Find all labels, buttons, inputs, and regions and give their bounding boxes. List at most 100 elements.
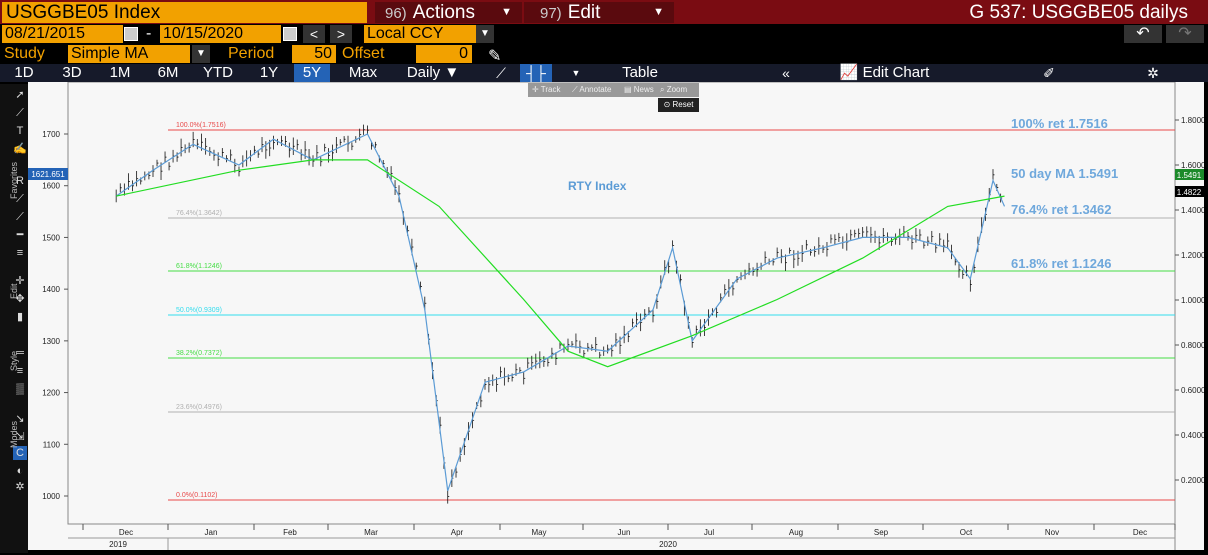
next-range-button[interactable]: > — [330, 25, 352, 43]
collapse-icon[interactable]: « — [782, 65, 790, 81]
prev-range-button[interactable]: < — [303, 25, 325, 43]
ma-value-badge: 1.5491 — [1177, 171, 1202, 180]
chevron-down-icon[interactable]: ▼ — [476, 25, 494, 43]
y-left-tick-label: 1300 — [42, 337, 60, 346]
period-label: Period — [228, 45, 275, 62]
width-icon[interactable]: ≡ — [16, 365, 24, 377]
x-tick-label: Mar — [364, 528, 378, 537]
undo-icon[interactable]: ↶ — [1124, 25, 1162, 43]
current-value-badge: 1621.651 — [31, 170, 65, 179]
split-icon[interactable]: ⇲ — [15, 431, 25, 443]
actions-menu[interactable]: 96) Actions ▼ — [375, 2, 522, 23]
chevron-down-icon[interactable]: ▼ — [192, 45, 210, 63]
x-tick-label: Dec — [1133, 528, 1147, 537]
y-right-tick-label: 0.8000 — [1181, 341, 1204, 350]
x-tick-label: Aug — [789, 528, 803, 537]
period-button-max[interactable]: Max — [348, 64, 378, 81]
frequency-label: Daily — [406, 64, 441, 81]
fib-level-label: 50.0%(0.9309) — [176, 307, 222, 314]
edit-menu[interactable]: 97) Edit ▼ — [524, 2, 674, 23]
retracement-icon[interactable]: R — [16, 175, 24, 187]
end-date-field[interactable]: 10/15/2020 — [160, 25, 281, 43]
period-button-3d[interactable]: 3D — [62, 64, 82, 81]
x-tick-label: Dec — [119, 528, 133, 537]
y-right-tick-label: 1.2000 — [1181, 251, 1204, 260]
period-button-6m[interactable]: 6M — [157, 64, 179, 81]
table-button[interactable]: Table — [622, 64, 658, 81]
period-button-1d[interactable]: 1D — [14, 64, 34, 81]
y-right-tick-label: 0.4000 — [1181, 431, 1204, 440]
fib-level-label: 0.0%(0.1102) — [176, 492, 218, 499]
pointer-icon[interactable]: ↘ — [15, 413, 25, 425]
line-chart-icon[interactable]: ⟋ — [496, 65, 506, 81]
settings-icon[interactable]: ✲ — [15, 481, 25, 493]
x-tick-label: Jun — [618, 528, 631, 537]
period-toolbar: 📈 Edit Chart Table « Daily ▼ ⟋ ┤├ ▼ ✐ ✲ … — [0, 64, 1208, 82]
y-left-tick-label: 1200 — [42, 389, 60, 398]
draw-icon[interactable]: ✐ — [1043, 65, 1055, 81]
text-tool-icon[interactable]: T — [16, 125, 24, 137]
brush-icon[interactable]: ⟋ — [16, 193, 24, 205]
y-right-tick-label: 1.4000 — [1181, 206, 1204, 215]
reset-button[interactable]: ⊙ Reset — [658, 98, 699, 112]
chart-icon: 📈 — [839, 64, 859, 81]
start-date-field[interactable]: 08/21/2015 — [2, 25, 123, 43]
price-value-badge-bg — [1175, 186, 1204, 197]
move-icon[interactable]: ✥ — [15, 293, 25, 305]
cursor-icon[interactable]: ➚ — [15, 89, 25, 101]
bar-chart-icon[interactable]: ┤├ — [520, 64, 552, 82]
offset-field[interactable]: 0 — [416, 45, 472, 63]
y-right-tick-label: 0.2000 — [1181, 476, 1204, 485]
style-label: Style — [9, 350, 19, 371]
study-type-select[interactable]: Simple MA — [68, 45, 190, 63]
frequency-select[interactable]: Daily ▼ — [395, 64, 471, 82]
title-bar: USGGBE05 Index 96) Actions ▼ 97) Edit ▼ G 53… — [0, 0, 1208, 24]
line-tool-icon[interactable]: ⟋ — [16, 107, 24, 119]
fib-level-label: 23.6%(0.4976) — [176, 404, 222, 411]
x-tick-label: May — [531, 528, 546, 537]
cross-icon[interactable]: ✛ — [15, 275, 25, 287]
period-button-5y[interactable]: 5Y — [294, 64, 330, 82]
line-style-icon[interactable]: ═ — [16, 347, 24, 359]
x-tick-label: Oct — [960, 528, 973, 537]
pen-icon[interactable]: ⟋ — [16, 211, 24, 223]
edit-chart-label: Edit Chart — [862, 64, 930, 81]
chevron-down-icon[interactable]: ▼ — [571, 68, 581, 78]
ma-value-badge-bg — [1175, 169, 1204, 180]
currency-select[interactable]: Local CCY — [364, 25, 476, 43]
y-left-tick-label: 1100 — [43, 440, 61, 449]
edit-chart-button[interactable]: 📈 Edit Chart — [798, 64, 971, 82]
y-right-tick-label: 0.6000 — [1181, 386, 1204, 395]
period-button-1y[interactable]: 1Y — [259, 64, 279, 81]
redo-icon[interactable]: ↷ — [1166, 25, 1204, 43]
track-tool[interactable]: ✛ Track — [532, 85, 561, 94]
chevron-down-icon: ▼ — [653, 6, 664, 18]
fill-icon[interactable]: ▒ — [16, 383, 24, 395]
chart-area[interactable]: 1000 1100 1200 1300 1400 1500 1600 1700 0.2000 0… — [28, 81, 1206, 550]
news-tool[interactable]: ▤ News — [624, 85, 654, 94]
channel-icon[interactable]: ≡ — [16, 247, 24, 259]
window-title: G 537: USGGBE05 dailys — [676, 2, 1206, 23]
calendar-icon[interactable] — [283, 27, 297, 41]
eraser-icon[interactable]: ▮ — [16, 311, 24, 323]
hline-icon[interactable]: ━ — [16, 229, 24, 241]
period-button-ytd[interactable]: YTD — [203, 64, 233, 81]
chart-annotation: 100% ret 1.7516 — [1011, 116, 1108, 131]
period-field[interactable]: 50 — [292, 45, 336, 63]
color-icon[interactable]: ◐ — [16, 465, 24, 477]
chevron-down-icon: ▼ — [444, 64, 460, 81]
x-tick-label: Sep — [874, 528, 889, 537]
annotate-icon[interactable]: ✍ — [13, 143, 27, 155]
period-button-1m[interactable]: 1M — [109, 64, 131, 81]
calendar-icon[interactable] — [124, 27, 138, 41]
security-ticker[interactable]: USGGBE05 Index — [2, 2, 367, 23]
current-value-badge-bg — [28, 168, 68, 180]
gear-icon[interactable]: ✲ — [1147, 65, 1159, 81]
drawing-toolbar: ➚ ⟋ T ✍ R ⟋ ⟋ ━ ≡ ✛ ✥ ▮ ═ ≡ ▒ ↘ ⇲ C ◐ ✲ … — [0, 84, 28, 553]
chart-annotation: 50 day MA 1.5491 — [1011, 166, 1118, 181]
annotate-tool[interactable]: ⟋ Annotate — [572, 85, 612, 94]
zoom-tool[interactable]: ⌕ Zoom — [660, 85, 688, 94]
chevron-down-icon: ▼ — [501, 6, 512, 18]
mode-icon[interactable]: C — [13, 446, 27, 460]
pencil-icon[interactable]: ✎ — [488, 48, 502, 65]
